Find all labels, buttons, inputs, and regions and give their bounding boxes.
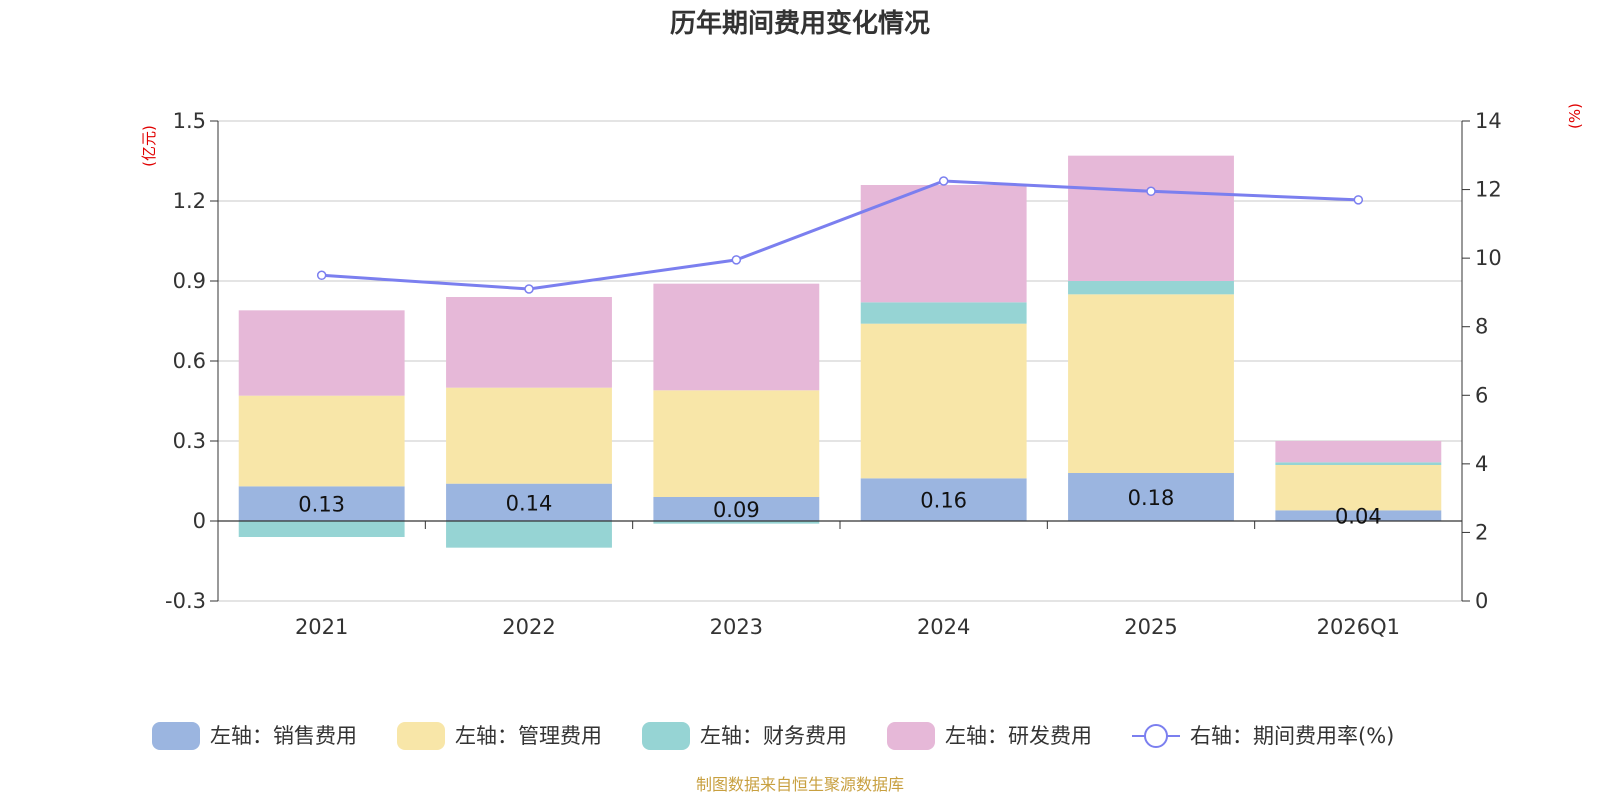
left-tick-label: 0 xyxy=(193,509,206,533)
legend-swatch xyxy=(152,722,200,750)
x-tick-label: 2024 xyxy=(917,615,970,639)
legend-label: 右轴：期间费用率(%) xyxy=(1190,724,1394,748)
rate-point xyxy=(1146,186,1156,197)
rate-line xyxy=(316,176,1364,294)
x-tick-label: 2023 xyxy=(710,615,763,639)
bar-segment xyxy=(238,486,405,521)
bar-segment xyxy=(1068,281,1234,295)
right-tick-label: 2 xyxy=(1475,520,1488,544)
right-tick-label: 8 xyxy=(1475,315,1488,339)
bar-segment xyxy=(1068,155,1234,281)
right-tick-label: 4 xyxy=(1475,452,1488,476)
x-tick-label: 2025 xyxy=(1124,615,1177,639)
right-tick-label: 6 xyxy=(1475,383,1488,407)
left-tick-label: -0.3 xyxy=(165,589,206,613)
legend-label: 左轴：财务费用 xyxy=(700,724,847,748)
bar-segment xyxy=(1068,473,1234,521)
rate-line-path xyxy=(321,179,1359,291)
bars xyxy=(238,155,1442,548)
data-labels: 0.13 0.14 0.09 0.16 0.18 0.04 xyxy=(298,486,1381,529)
legend: 左轴：销售费用 左轴：管理费用 左轴：财务费用 左轴：研发费用 右轴：期间费用率(%) xyxy=(152,722,1394,750)
bar-segment xyxy=(653,497,820,521)
bar-segment xyxy=(238,521,405,537)
x-tick-label: 2022 xyxy=(502,615,555,639)
bar-segment xyxy=(653,390,820,497)
rate-point xyxy=(938,176,949,186)
bar-segment xyxy=(1275,462,1442,465)
legend-swatch xyxy=(887,722,935,750)
axes: -0.3 0 0.3 0.6 0.9 1.2 1.5 0 2 4 6 8 10 12 14 2021 2022 2… xyxy=(165,109,1502,639)
chart-title: 历年期间费用变化情况 xyxy=(670,8,930,39)
bar-segment xyxy=(1275,510,1442,521)
right-tick-label: 14 xyxy=(1475,109,1502,133)
bar-segment xyxy=(1275,441,1442,463)
left-tick-label: 1.2 xyxy=(173,189,206,213)
data-label: 0.13 xyxy=(298,493,345,517)
bar-segment xyxy=(446,521,612,548)
right-tick-label: 12 xyxy=(1475,178,1502,202)
data-label: 0.04 xyxy=(1335,505,1382,529)
bar-segment xyxy=(238,310,405,396)
rate-point xyxy=(731,255,742,265)
rate-point xyxy=(524,284,534,294)
left-tick-label: 0.3 xyxy=(173,429,206,453)
left-axis-unit: (亿元) xyxy=(140,125,158,167)
right-axis-unit: (%) xyxy=(1566,103,1584,129)
left-tick-label: 1.5 xyxy=(173,109,206,133)
left-tick-label: 0.9 xyxy=(173,269,206,293)
legend-swatch xyxy=(642,722,690,750)
rate-point xyxy=(1353,195,1364,205)
bar-segment xyxy=(1275,465,1442,511)
bar-segment xyxy=(860,478,1027,521)
bar-segment xyxy=(1068,294,1234,473)
bar-segment xyxy=(238,395,405,487)
data-label: 0.16 xyxy=(920,489,967,513)
rate-point xyxy=(316,270,327,281)
legend-swatch xyxy=(397,722,445,750)
data-label: 0.09 xyxy=(713,498,760,522)
legend-label: 左轴：管理费用 xyxy=(455,724,602,748)
bar-segment xyxy=(653,283,820,391)
legend-label: 左轴：研发费用 xyxy=(945,724,1092,748)
data-label: 0.18 xyxy=(1128,486,1175,510)
right-tick-label: 0 xyxy=(1475,589,1488,613)
right-tick-label: 10 xyxy=(1475,246,1502,270)
bar-segment xyxy=(860,323,1027,479)
bar-segment xyxy=(446,297,612,388)
bar-segment xyxy=(446,483,612,521)
source-note: 制图数据来自恒生聚源数据库 xyxy=(696,775,904,794)
left-tick-label: 0.6 xyxy=(173,349,206,373)
x-tick-label: 2021 xyxy=(295,615,348,639)
legend-swatch-marker xyxy=(1144,724,1168,748)
bar-segment xyxy=(653,521,820,524)
x-tick-label: 2026Q1 xyxy=(1317,615,1400,639)
legend-label: 左轴：销售费用 xyxy=(210,724,357,748)
bar-segment xyxy=(860,302,1027,324)
bar-segment xyxy=(446,387,612,484)
bar-segment xyxy=(860,185,1027,303)
data-label: 0.14 xyxy=(506,491,553,515)
